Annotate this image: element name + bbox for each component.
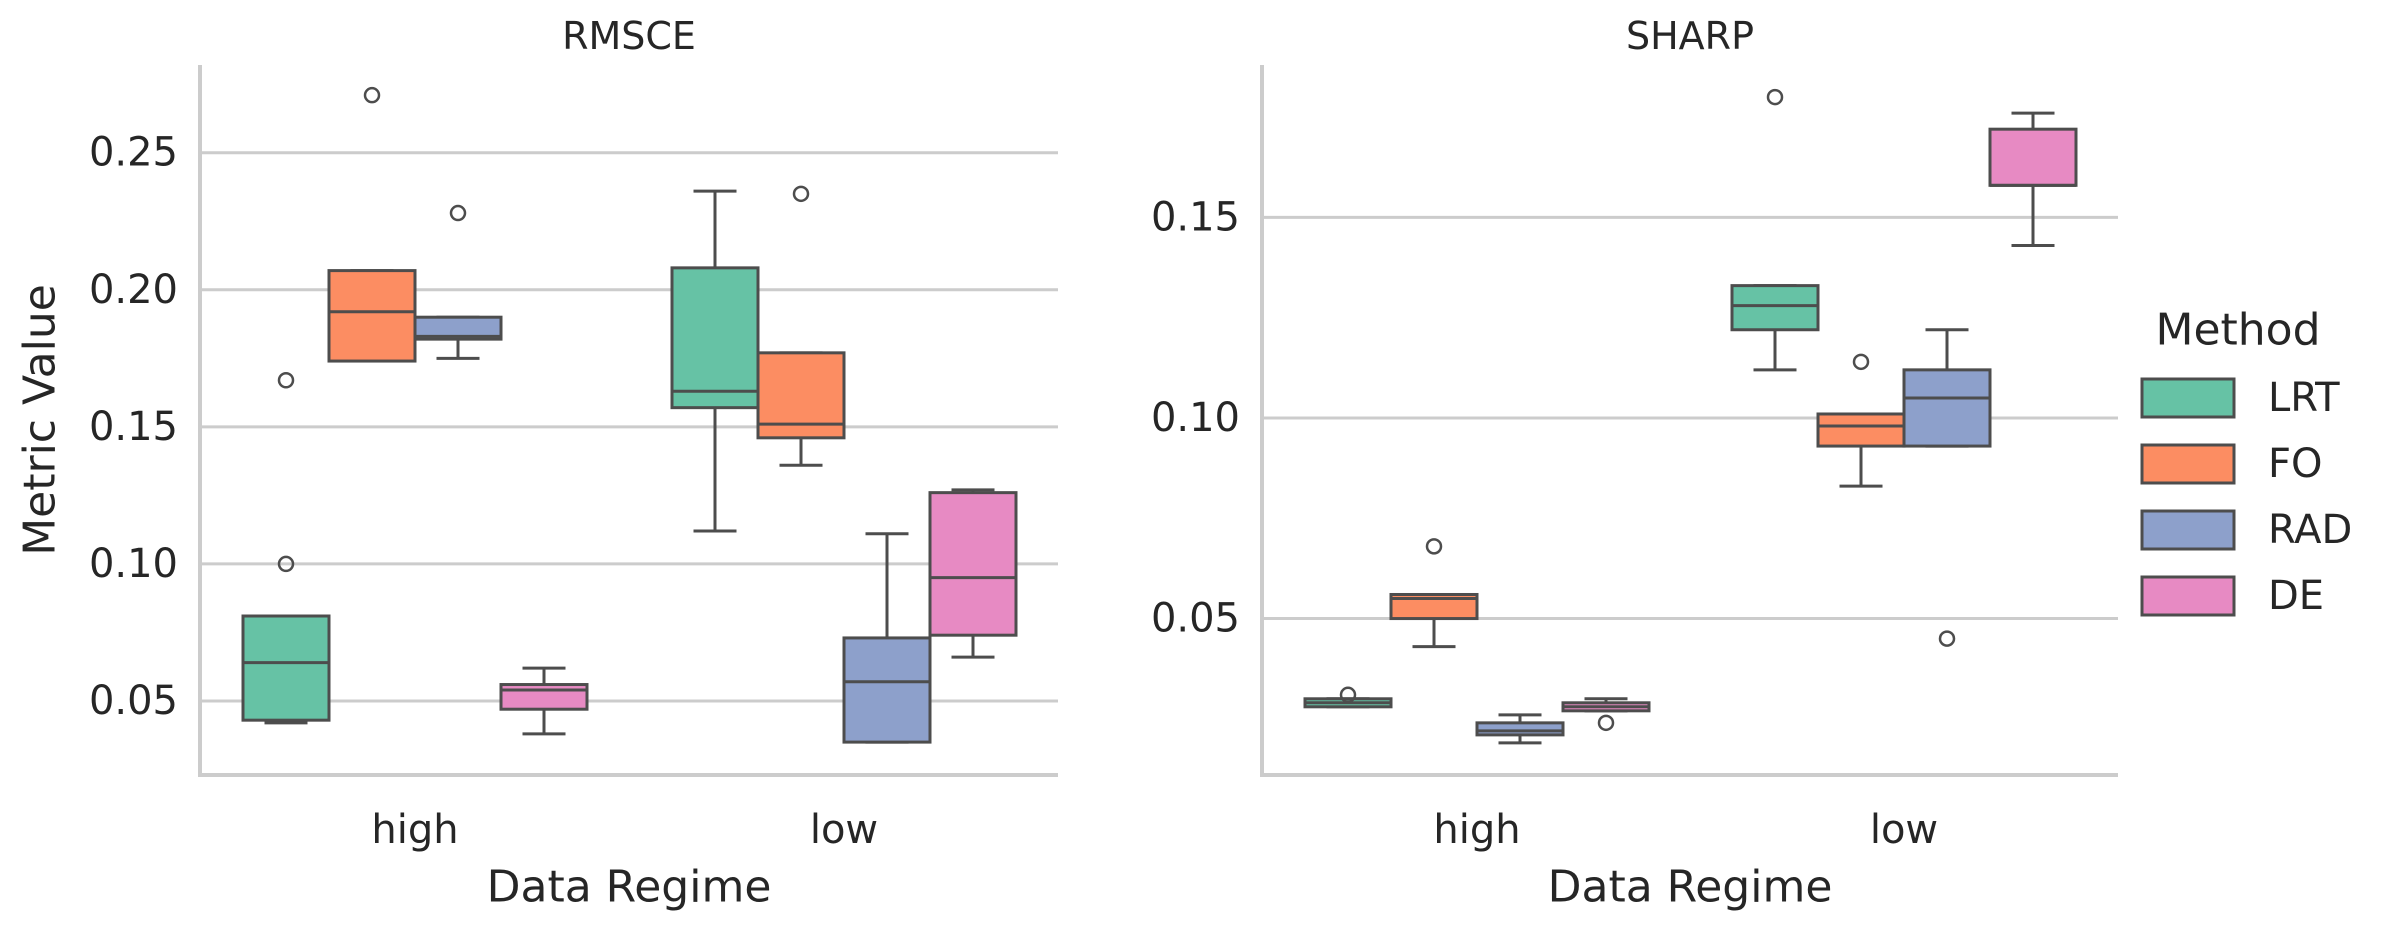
panel-title: RMSCE xyxy=(562,14,696,58)
y-tick-label: 0.05 xyxy=(1151,596,1240,642)
y-tick-label: 0.10 xyxy=(89,541,178,587)
outlier-point xyxy=(1597,714,1615,732)
box-body xyxy=(413,315,503,341)
box-fo-low xyxy=(756,185,846,467)
box-lrt-high xyxy=(241,372,331,725)
legend-label-lrt: LRT xyxy=(2268,375,2340,421)
box-body xyxy=(241,614,331,722)
legend: Method LRT FO RAD DE xyxy=(2140,305,2352,619)
box-body xyxy=(1902,368,1992,448)
box-de-high xyxy=(1561,697,1651,732)
box-body xyxy=(327,269,417,363)
outlier-point xyxy=(1425,538,1443,555)
box-fo-low xyxy=(1816,353,1906,488)
box-de-low xyxy=(928,488,1018,659)
box-de-high xyxy=(499,666,589,736)
box-rad-high xyxy=(413,204,503,360)
y-tick-label: 0.25 xyxy=(89,130,178,176)
outlier-point xyxy=(1852,353,1870,371)
outlier-point xyxy=(1766,88,1784,106)
outlier-point xyxy=(792,185,810,203)
box-body xyxy=(1730,284,1820,332)
y-tick-label: 0.10 xyxy=(1151,395,1240,441)
legend-swatch-fo xyxy=(2140,443,2236,485)
box-body xyxy=(1475,721,1565,737)
box-body xyxy=(1816,412,1906,448)
panel-sharp: 0.05 0.10 0.15 high low SHARP Data Regime xyxy=(1151,14,2118,913)
box-rad-high xyxy=(1475,713,1565,745)
panel-title: SHARP xyxy=(1626,14,1754,58)
panel-rmsce: 0.05 0.10 0.15 0.20 0.25 high low RMSCE Data Reg… xyxy=(15,14,1058,913)
legend-label-de: DE xyxy=(2268,573,2324,619)
x-tick-label: low xyxy=(1870,807,1938,853)
outlier-point xyxy=(1938,630,1956,647)
box-body xyxy=(842,636,932,744)
legend-label-fo: FO xyxy=(2268,441,2323,487)
legend-swatch-lrt xyxy=(2140,377,2236,419)
y-tick-label: 0.05 xyxy=(89,678,178,724)
box-rad-low xyxy=(842,532,932,744)
legend-label-rad: RAD xyxy=(2268,507,2352,553)
outlier-point xyxy=(449,204,467,222)
x-tick-label: high xyxy=(371,807,458,853)
box-rad-low xyxy=(1902,328,1992,647)
y-tick-label: 0.20 xyxy=(89,267,178,313)
box-lrt-low xyxy=(670,189,760,533)
box-lrt-low xyxy=(1730,88,1820,372)
box-de-low xyxy=(1988,111,2078,248)
legend-swatch-de xyxy=(2140,575,2236,617)
box-body xyxy=(928,491,1018,637)
box-body xyxy=(1988,127,2078,187)
outlier-point xyxy=(277,555,295,573)
box-fo-high xyxy=(327,86,417,363)
x-axis-title: Data Regime xyxy=(487,862,772,913)
y-tick-label: 0.15 xyxy=(89,404,178,450)
y-tick-label: 0.15 xyxy=(1151,194,1240,240)
box-lrt-high xyxy=(1303,686,1393,709)
box-body xyxy=(499,683,589,711)
legend-title: Method xyxy=(2155,305,2320,356)
box-body xyxy=(670,266,760,410)
outlier-point xyxy=(277,372,295,389)
x-tick-label: high xyxy=(1433,807,1520,853)
outlier-point xyxy=(1339,686,1357,704)
outlier-point xyxy=(363,86,381,104)
x-tick-label: low xyxy=(810,807,878,853)
legend-swatch-rad xyxy=(2140,509,2236,551)
box-fo-high xyxy=(1389,538,1479,649)
y-axis-title: Metric Value xyxy=(15,284,66,556)
x-axis-title: Data Regime xyxy=(1548,862,1833,913)
